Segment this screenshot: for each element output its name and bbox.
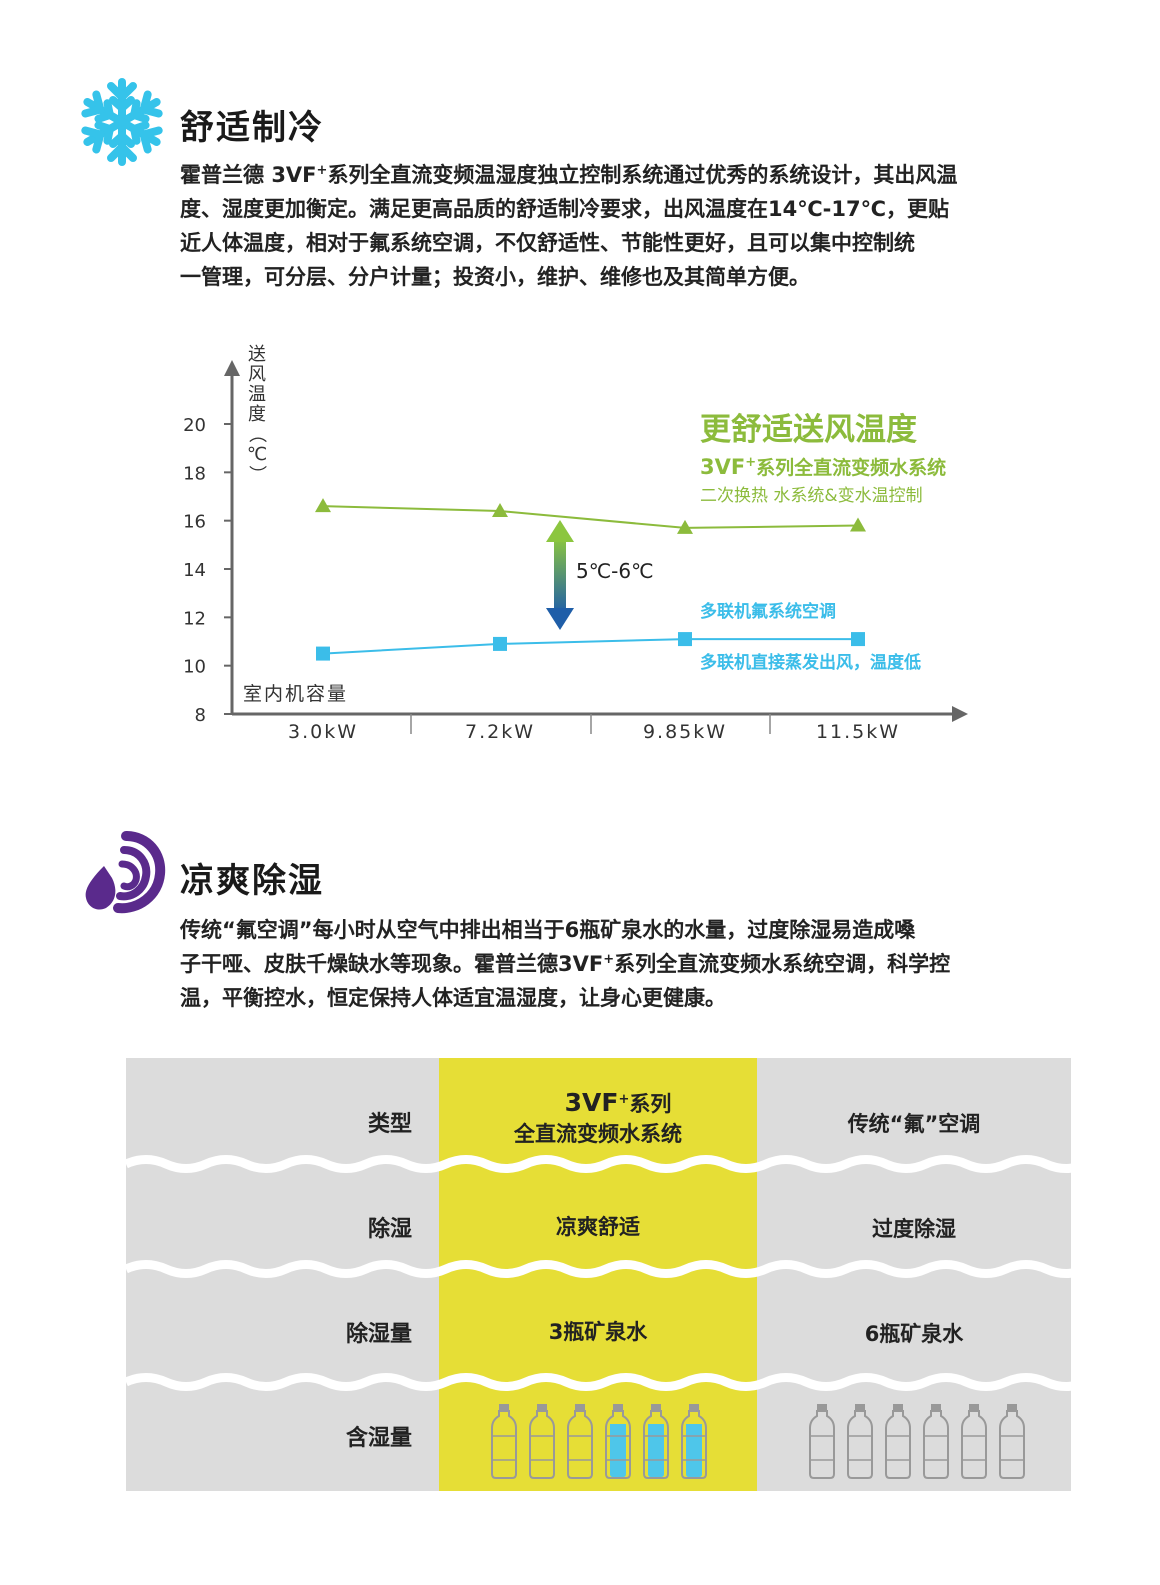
paragraph-line: 传统“氟空调”每小时从空气中排出相当于6瓶矿泉水的水量，过度除湿易造成嗓 (180, 918, 916, 942)
y-axis-label: 送风温度（℃） (246, 344, 267, 483)
water-bottle-icon (999, 1404, 1025, 1479)
paragraph-line: 温，平衡控水，恒定保持人体适宜温湿度，让身心更健康。 (180, 986, 726, 1010)
cell-3vf-amount: 3瓶矿泉水 (548, 1320, 648, 1344)
wave-dividers (126, 1155, 1071, 1491)
y-label-char: 度 (248, 404, 266, 425)
cell-3vf-type: 3VF+系列 全直流变频水系统 (514, 1088, 682, 1146)
section-title-dehumidify: 凉爽除湿 (180, 861, 324, 901)
y-tick-label: 10 (183, 657, 206, 678)
cell-3vf-dehumidify: 凉爽舒适 (556, 1215, 640, 1239)
paragraph-line: 度、湿度更加衡定。满足更高品质的舒适制冷要求，出风温度在14℃-17℃，更贴 (180, 197, 950, 221)
water-bottle-icon (923, 1404, 949, 1479)
y-tick-label: 8 (195, 705, 206, 726)
series-line (322, 505, 859, 529)
snowflake-icon (76, 78, 168, 166)
y-label-char: 风 (248, 364, 266, 385)
x-tick-label: 9.85kW (643, 721, 727, 743)
x-tick-label: 3.0kW (288, 721, 358, 743)
cell-traditional-dehumidify: 过度除湿 (872, 1217, 956, 1241)
row-label-humidity-content: 含湿量 (345, 1426, 412, 1451)
x-axis-label: 室内机容量 (243, 683, 348, 705)
triangle-point (492, 503, 508, 517)
blue-annotation-line2: 多联机直接蒸发出风，温度低 (700, 652, 921, 673)
paragraph-line: 一管理，可分层、分户计量；投资小，维护、维修也及其简单方便。 (180, 265, 810, 289)
square-point (678, 632, 692, 647)
comparison-table: 类型 3VF+系列 全直流变频水系统 传统“氟”空调 除湿 凉爽舒适 过度除湿 … (126, 1058, 1071, 1491)
y-tick-label: 16 (183, 512, 206, 533)
dehumidify-paragraph: 传统“氟空调”每小时从空气中排出相当于6瓶矿泉水的水量，过度除湿易造成嗓 子干哑… (180, 913, 950, 1015)
x-tick-label: 11.5kW (816, 721, 900, 743)
y-label-char: 送 (248, 344, 266, 365)
green-annotation-line2: 二次换热 水系统&变水温控制 (700, 486, 923, 506)
square-point (493, 636, 507, 651)
supply-air-temperature-chart: 8 10 12 14 16 18 20 3.0kW 7.2kW 9.85kW 11.5kW 送风温… (183, 344, 968, 743)
difference-arrow (546, 520, 574, 630)
humidity-swirl-icon (76, 826, 166, 918)
y-label-char: ℃ (247, 444, 267, 465)
cell-traditional-amount: 6瓶矿泉水 (864, 1322, 964, 1346)
cooling-paragraph: 霍普兰德 3VF+系列全直流变频温湿度独立控制系统通过优秀的系统设计，其出风温 … (180, 158, 957, 294)
paragraph-line: 霍普兰德 3VF+系列全直流变频温湿度独立控制系统通过优秀的系统设计，其出风温 (180, 163, 958, 187)
paragraph-line: 子干哑、皮肤千燥缺水等现象。霍普兰德3VF+系列全直流变频水系统空调，科学控 (180, 952, 951, 976)
triangle-point (315, 498, 331, 513)
y-axis-arrow (224, 360, 240, 376)
water-bottle-icon (885, 1404, 911, 1479)
x-tick-label: 7.2kW (465, 721, 535, 743)
y-tick-label: 18 (183, 463, 206, 484)
y-tick-label: 12 (183, 608, 206, 629)
row-label-dehumidify: 除湿 (367, 1217, 412, 1242)
square-point (316, 646, 330, 661)
bottles-3vf (486, 1402, 726, 1480)
blue-annotation-line1: 多联机氟系统空调 (700, 601, 836, 622)
water-bottle-icon (491, 1404, 517, 1479)
water-bottle-icon (529, 1404, 555, 1479)
water-bottle-icon (605, 1404, 631, 1479)
x-axis-arrow (952, 706, 968, 722)
triangle-point (850, 517, 866, 532)
cell-traditional-type: 传统“氟”空调 (847, 1112, 981, 1136)
y-label-char: 温 (248, 384, 266, 405)
green-annotation-heading: 更舒适送风温度 (700, 412, 917, 448)
water-bottle-icon (681, 1404, 707, 1479)
triangle-point (677, 519, 693, 534)
bottles-traditional (804, 1402, 1044, 1480)
row-label-dehumidify-amount: 除湿量 (345, 1322, 412, 1347)
water-bottle-icon (809, 1404, 835, 1479)
y-label-char: ） (246, 465, 267, 483)
paragraph-line: 近人体温度，相对于氟系统空调，不仅舒适性、节能性更好，且可以集中控制统 (180, 231, 915, 255)
square-point (851, 632, 865, 647)
y-label-char: （ (246, 425, 267, 443)
difference-label: 5℃-6℃ (576, 559, 654, 583)
y-tick-label: 20 (183, 415, 206, 436)
water-bottle-icon (567, 1404, 593, 1479)
y-tick-label: 14 (183, 560, 206, 581)
row-label-type: 类型 (367, 1112, 412, 1137)
water-bottle-icon (961, 1404, 987, 1479)
water-bottle-icon (847, 1404, 873, 1479)
section-title-cooling: 舒适制冷 (180, 108, 324, 148)
water-bottle-icon (643, 1404, 669, 1479)
series-line (322, 638, 858, 655)
green-annotation-line1: 3VF+系列全直流变频水系统 (700, 455, 946, 479)
